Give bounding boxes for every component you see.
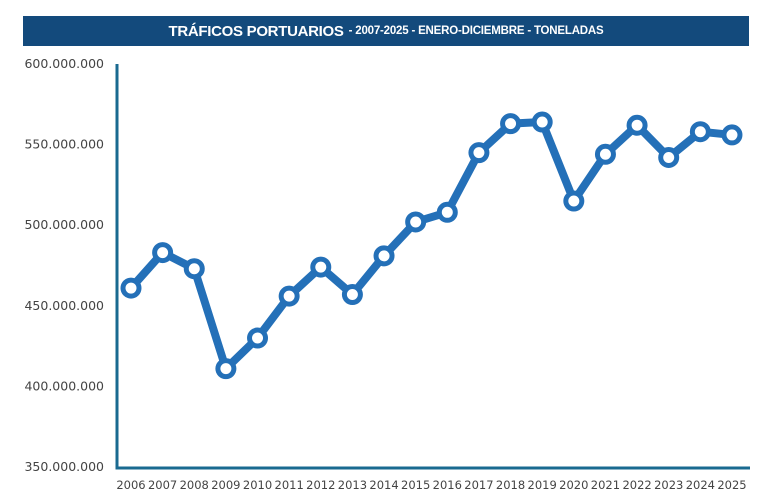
- x-tick-label: 2014: [369, 478, 398, 492]
- data-point: [500, 113, 522, 135]
- data-point: [531, 111, 553, 133]
- y-tick-label: 550.000.000: [24, 137, 104, 152]
- x-tick-label: 2012: [306, 478, 335, 492]
- chart-subtitle: - 2007-2025 - ENERO-DICIEMBRE - TONELADA…: [348, 25, 604, 37]
- data-point: [594, 143, 616, 165]
- data-point: [658, 146, 680, 168]
- x-tick-label: 2016: [433, 478, 462, 492]
- chart-title: TRÁFICOS PORTUARIOS: [168, 22, 344, 40]
- y-tick-label: 450.000.000: [24, 298, 104, 313]
- x-tick-label: 2021: [591, 478, 620, 492]
- data-point: [689, 121, 711, 143]
- y-tick-label: 500.000.000: [24, 217, 104, 232]
- x-tick-label: 2010: [243, 478, 272, 492]
- x-tick-label: 2022: [622, 478, 651, 492]
- data-point: [436, 201, 458, 223]
- x-tick-label: 2017: [464, 478, 493, 492]
- data-point: [278, 285, 300, 307]
- x-tick-label: 2009: [211, 478, 240, 492]
- data-point: [563, 190, 585, 212]
- data-point: [183, 258, 205, 280]
- x-tick-label: 2024: [686, 478, 715, 492]
- data-point: [310, 256, 332, 278]
- y-tick-label: 350.000.000: [24, 459, 104, 474]
- data-point: [152, 242, 174, 264]
- data-point: [626, 114, 648, 136]
- y-tick-label: 400.000.000: [24, 378, 104, 393]
- x-tick-label: 2013: [338, 478, 367, 492]
- x-tick-label: 2025: [717, 478, 746, 492]
- x-tick-label: 2019: [528, 478, 557, 492]
- data-point: [405, 211, 427, 233]
- x-tick-label: 2020: [559, 478, 588, 492]
- series-line: [127, 118, 736, 373]
- x-tick-label: 2006: [116, 478, 145, 492]
- x-tick-label: 2015: [401, 478, 430, 492]
- data-point: [341, 284, 363, 306]
- data-point: [247, 327, 269, 349]
- chart-title-banner: TRÁFICOS PORTUARIOS - 2007-2025 - ENERO-…: [23, 16, 749, 46]
- data-point: [373, 245, 395, 267]
- axis-lines: [115, 64, 750, 470]
- x-tick-label: 2011: [275, 478, 304, 492]
- data-point: [468, 142, 490, 164]
- x-tick-label: 2023: [654, 478, 683, 492]
- x-tick-label: 2018: [496, 478, 525, 492]
- y-tick-label: 600.000.000: [24, 56, 104, 71]
- data-point: [215, 358, 237, 380]
- data-point: [120, 277, 142, 299]
- data-point: [721, 124, 743, 146]
- x-tick-label: 2008: [180, 478, 209, 492]
- x-tick-label: 2007: [148, 478, 177, 492]
